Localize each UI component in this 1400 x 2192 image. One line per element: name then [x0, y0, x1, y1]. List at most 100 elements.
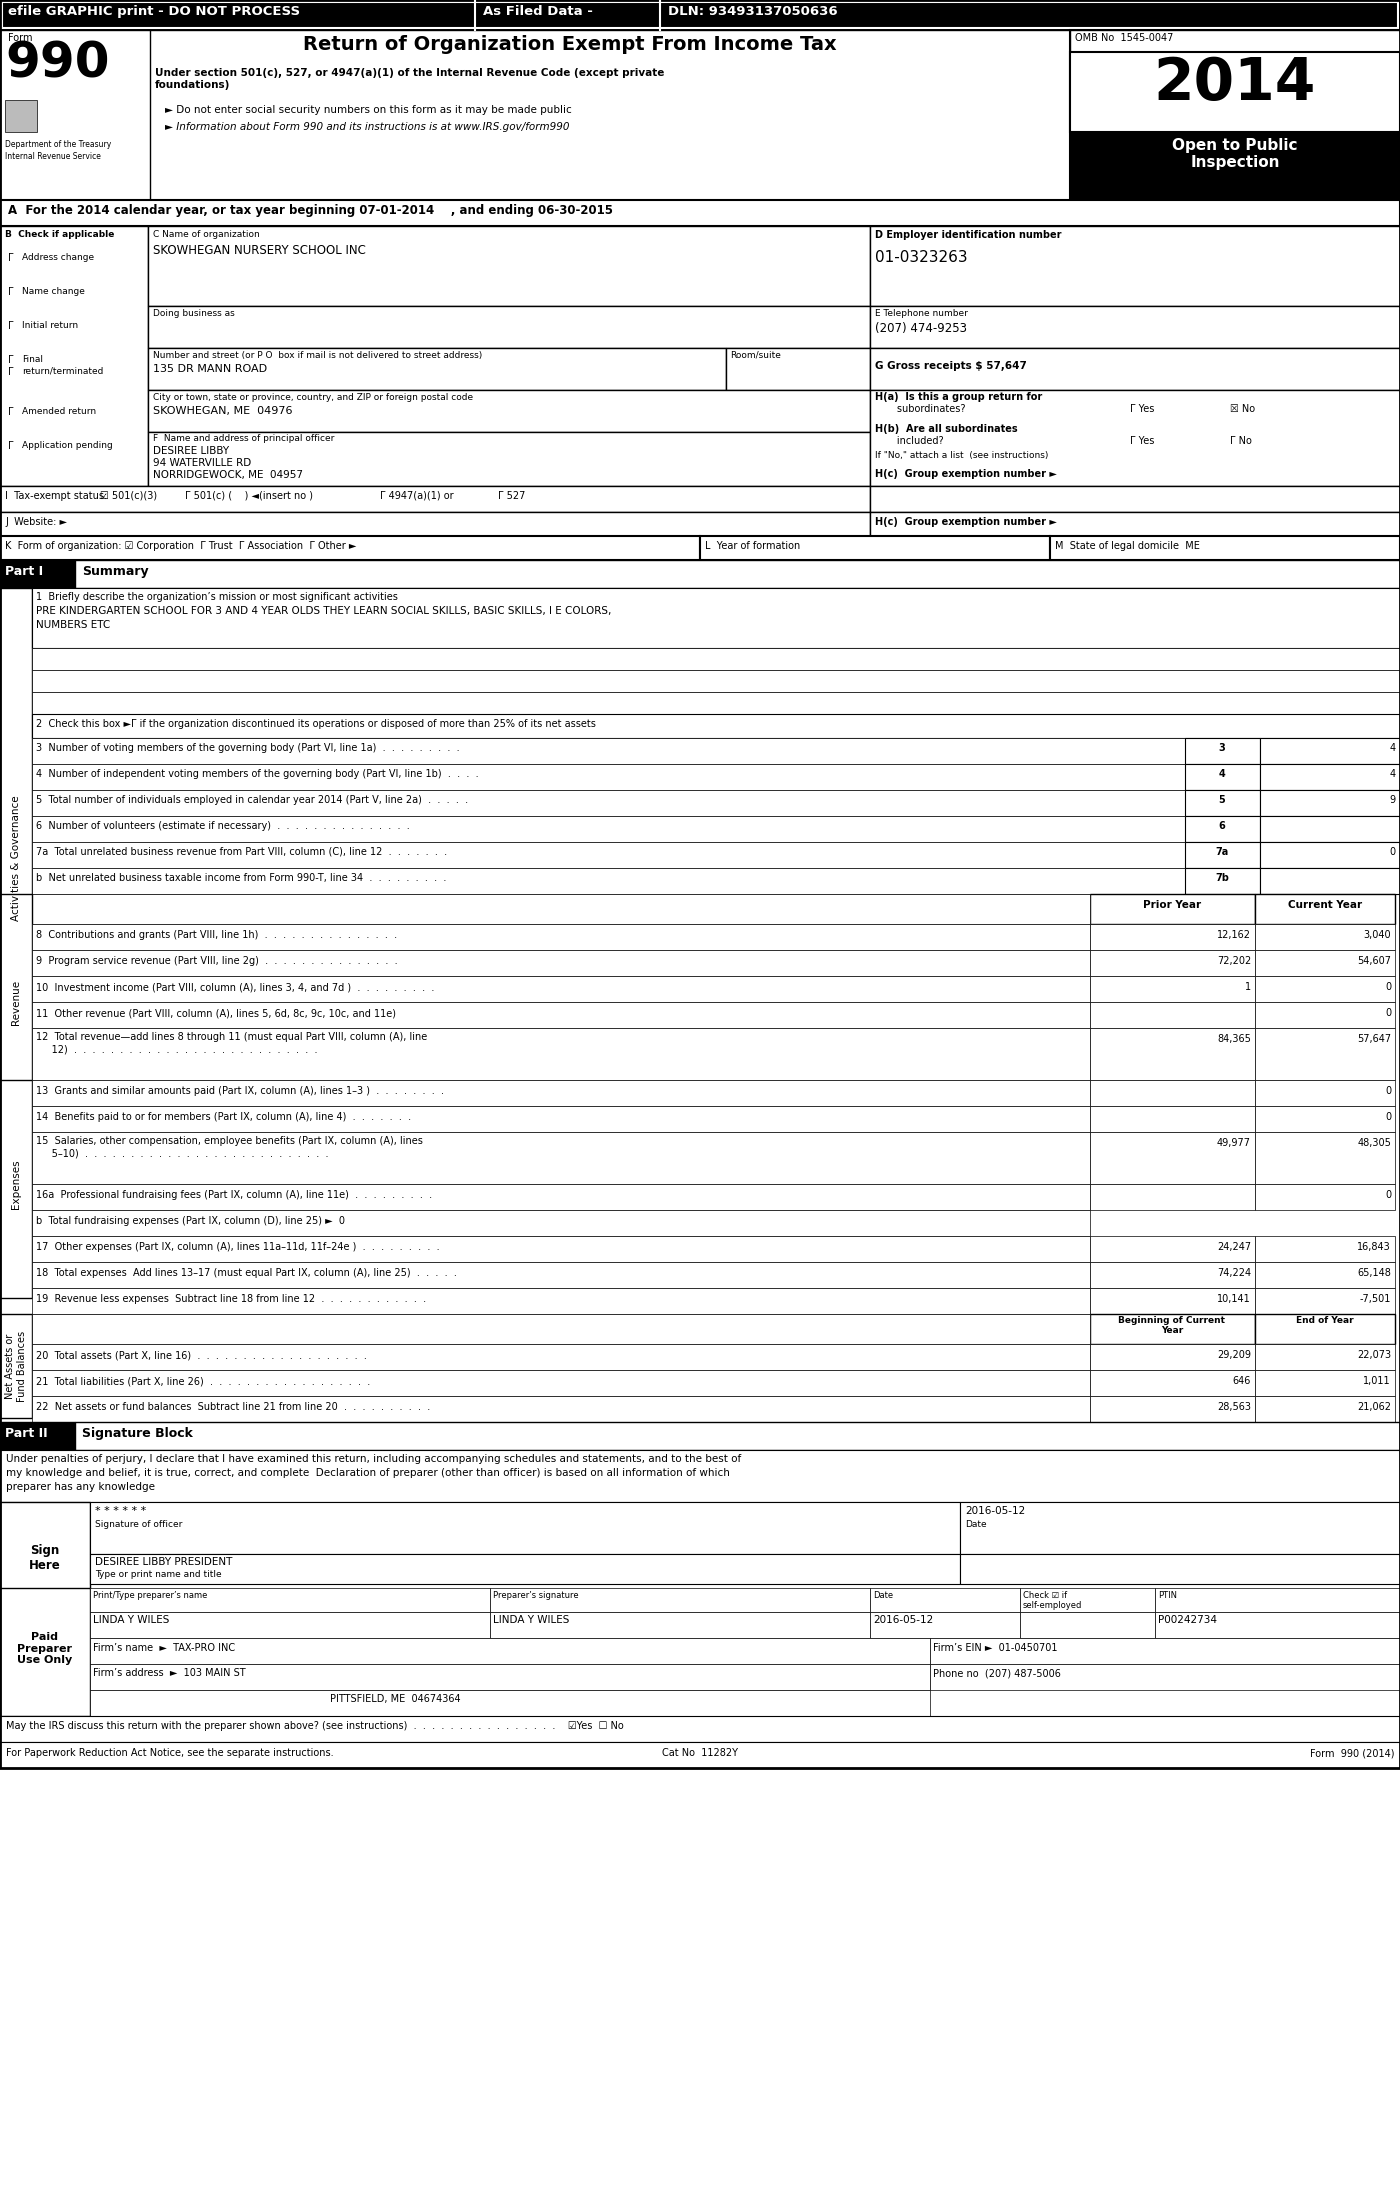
Text: Preparer’s signature: Preparer’s signature	[493, 1591, 578, 1600]
Bar	[0, 894, 32, 1089]
Bar	[32, 693, 1400, 715]
Text: Name change: Name change	[22, 287, 85, 296]
Bar	[0, 0, 1400, 31]
Text: Γ 527: Γ 527	[498, 491, 525, 502]
Text: LINDA Y WILES: LINDA Y WILES	[493, 1616, 570, 1624]
Bar	[90, 1611, 490, 1637]
Bar	[1260, 815, 1400, 842]
Bar	[32, 789, 1184, 815]
Bar	[32, 1396, 1091, 1423]
Bar	[1254, 925, 1394, 949]
Bar	[490, 1587, 869, 1611]
Bar	[32, 671, 1400, 693]
Text: I  Tax-exempt status:: I Tax-exempt status:	[6, 491, 108, 502]
Bar	[1091, 1289, 1254, 1313]
Text: 8  Contributions and grants (Part VIII, line 1h)  .  .  .  .  .  .  .  .  .  .  : 8 Contributions and grants (Part VIII, l…	[36, 929, 398, 940]
Text: As Filed Data -: As Filed Data -	[483, 4, 592, 18]
Text: 646: 646	[1232, 1377, 1252, 1385]
Bar	[32, 1236, 1091, 1263]
Bar	[0, 537, 700, 559]
Text: * * * * * *: * * * * * *	[95, 1506, 146, 1517]
Bar	[32, 868, 1184, 894]
Text: 990: 990	[6, 39, 109, 88]
Text: Open to Public
Inspection: Open to Public Inspection	[1172, 138, 1298, 171]
Text: Net Assets or
Fund Balances: Net Assets or Fund Balances	[6, 1331, 27, 1401]
Text: Address change: Address change	[22, 252, 94, 263]
Bar	[1050, 537, 1400, 559]
Text: Under section 501(c), 527, or 4947(a)(1) of the Internal Revenue Code (except pr: Under section 501(c), 527, or 4947(a)(1)…	[155, 68, 665, 90]
Bar	[1091, 1107, 1254, 1131]
Bar	[32, 975, 1091, 1002]
Bar	[148, 390, 869, 432]
Text: Part I: Part I	[6, 566, 43, 579]
Bar	[0, 199, 1400, 226]
Text: City or town, state or province, country, and ZIP or foreign postal code: City or town, state or province, country…	[153, 392, 473, 401]
Text: 14  Benefits paid to or for members (Part IX, column (A), line 4)  .  .  .  .  .: 14 Benefits paid to or for members (Part…	[36, 1111, 412, 1122]
Bar	[1, 2, 1399, 28]
Text: Revenue: Revenue	[11, 980, 21, 1024]
Text: Signature Block: Signature Block	[83, 1427, 193, 1440]
Bar	[0, 0, 1400, 1769]
Text: Γ: Γ	[8, 320, 14, 331]
Text: May the IRS discuss this return with the preparer shown above? (see instructions: May the IRS discuss this return with the…	[6, 1721, 624, 1732]
Text: 7a  Total unrelated business revenue from Part VIII, column (C), line 12  .  .  : 7a Total unrelated business revenue from…	[36, 846, 447, 857]
Text: Paid
Preparer
Use Only: Paid Preparer Use Only	[17, 1633, 73, 1666]
Bar	[869, 513, 1400, 537]
Bar	[0, 513, 869, 537]
Text: 28,563: 28,563	[1217, 1403, 1252, 1412]
Bar	[90, 1554, 960, 1585]
Bar	[1184, 789, 1260, 815]
Bar	[1091, 1131, 1254, 1184]
Text: Amended return: Amended return	[22, 408, 97, 416]
Text: 18  Total expenses  Add lines 13–17 (must equal Part IX, column (A), line 25)  .: 18 Total expenses Add lines 13–17 (must …	[36, 1267, 456, 1278]
Bar	[1254, 1028, 1394, 1081]
Text: 01-0323263: 01-0323263	[875, 250, 967, 265]
Bar	[6, 101, 36, 132]
Text: LINDA Y WILES: LINDA Y WILES	[92, 1616, 169, 1624]
Text: Form  990 (2014): Form 990 (2014)	[1309, 1747, 1394, 1758]
Text: 1: 1	[1245, 982, 1252, 993]
Text: If "No," attach a list  (see instructions): If "No," attach a list (see instructions…	[875, 452, 1049, 460]
Text: 22  Net assets or fund balances  Subtract line 21 from line 20  .  .  .  .  .  .: 22 Net assets or fund balances Subtract …	[36, 1403, 430, 1412]
Bar	[1260, 868, 1400, 894]
Text: 9  Program service revenue (Part VIII, line 2g)  .  .  .  .  .  .  .  .  .  .  .: 9 Program service revenue (Part VIII, li…	[36, 956, 398, 967]
Text: Γ: Γ	[8, 287, 14, 296]
Bar	[32, 1184, 1091, 1210]
Bar	[90, 1587, 490, 1611]
Text: Print/Type preparer’s name: Print/Type preparer’s name	[92, 1591, 207, 1600]
Text: Γ: Γ	[8, 408, 14, 416]
Text: DESIREE LIBBY: DESIREE LIBBY	[153, 445, 230, 456]
Text: 9: 9	[1390, 796, 1396, 804]
Text: Check ☑ if
self-employed: Check ☑ if self-employed	[1023, 1591, 1082, 1611]
Bar	[490, 1611, 869, 1637]
Text: Γ Yes: Γ Yes	[1130, 403, 1155, 414]
Text: SKOWHEGAN, ME  04976: SKOWHEGAN, ME 04976	[153, 406, 293, 416]
Bar	[1091, 1344, 1254, 1370]
Bar	[0, 1313, 32, 1418]
Text: Γ 501(c) (    ) ◄(insert no ): Γ 501(c) ( ) ◄(insert no )	[185, 491, 314, 502]
Text: 13  Grants and similar amounts paid (Part IX, column (A), lines 1–3 )  .  .  .  : 13 Grants and similar amounts paid (Part…	[36, 1085, 444, 1096]
Text: 1,011: 1,011	[1364, 1377, 1392, 1385]
Text: 22,073: 22,073	[1357, 1350, 1392, 1359]
Text: 1  Briefly describe the organization’s mission or most significant activities: 1 Briefly describe the organization’s mi…	[36, 592, 398, 603]
Bar	[1254, 1370, 1394, 1396]
Text: A  For the 2014 calendar year, or tax year beginning 07-01-2014    , and ending : A For the 2014 calendar year, or tax yea…	[8, 204, 613, 217]
Text: F  Name and address of principal officer: F Name and address of principal officer	[153, 434, 335, 443]
Text: DESIREE LIBBY PRESIDENT: DESIREE LIBBY PRESIDENT	[95, 1556, 232, 1567]
Text: Firm’s EIN ►  01-0450701: Firm’s EIN ► 01-0450701	[932, 1644, 1057, 1653]
Text: PRE KINDERGARTEN SCHOOL FOR 3 AND 4 YEAR OLDS THEY LEARN SOCIAL SKILLS, BASIC SK: PRE KINDERGARTEN SCHOOL FOR 3 AND 4 YEAR…	[36, 605, 612, 616]
Text: 74,224: 74,224	[1217, 1267, 1252, 1278]
Text: 135 DR MANN ROAD: 135 DR MANN ROAD	[153, 364, 267, 375]
Bar	[1254, 949, 1394, 975]
Text: Doing business as: Doing business as	[153, 309, 235, 318]
Bar	[0, 1081, 32, 1298]
Text: Activities & Governance: Activities & Governance	[11, 796, 21, 921]
Bar	[1254, 1131, 1394, 1184]
Text: 3,040: 3,040	[1364, 929, 1392, 940]
Bar	[32, 587, 1400, 649]
Bar	[1184, 739, 1260, 765]
Text: Room/suite: Room/suite	[729, 351, 781, 359]
Text: End of Year: End of Year	[1296, 1315, 1354, 1324]
Text: For Paperwork Reduction Act Notice, see the separate instructions.: For Paperwork Reduction Act Notice, see …	[6, 1747, 333, 1758]
Text: PITTSFIELD, ME  04674364: PITTSFIELD, ME 04674364	[330, 1694, 461, 1703]
